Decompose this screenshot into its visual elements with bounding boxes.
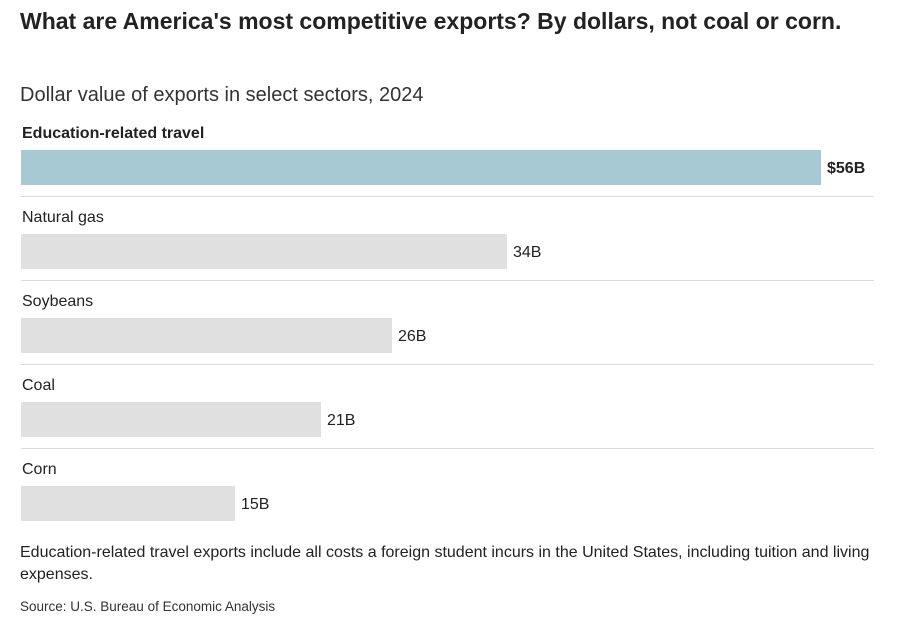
bar-row-corn: Corn 15B xyxy=(20,454,875,538)
bar-row-soybeans: Soybeans 26B xyxy=(20,286,875,370)
bar-row-coal: Coal 21B xyxy=(20,370,875,454)
row-divider xyxy=(21,364,874,365)
value-label: 34B xyxy=(513,244,542,261)
bar-row-natural-gas: Natural gas 34B xyxy=(20,202,875,286)
row-divider xyxy=(21,448,874,449)
chart-source: Source: U.S. Bureau of Economic Analysis xyxy=(20,599,276,614)
category-label: Coal xyxy=(22,377,55,394)
value-label: 21B xyxy=(327,412,356,429)
bar-natural-gas xyxy=(21,234,507,269)
chart-title: What are America's most competitive expo… xyxy=(20,8,842,34)
bar-coal xyxy=(21,402,321,437)
value-label: $56B xyxy=(827,160,866,177)
category-label: Corn xyxy=(22,461,57,478)
chart-note: Education-related travel exports include… xyxy=(20,544,870,583)
bar-chart: Education-related travel $56B Natural gas 3… xyxy=(20,118,880,538)
row-divider xyxy=(21,280,874,281)
category-label: Soybeans xyxy=(22,293,94,310)
bar-education-related-travel xyxy=(21,150,821,185)
bar-soybeans xyxy=(21,318,392,353)
chart-subtitle: Dollar value of exports in select sector… xyxy=(20,84,424,106)
bar-corn xyxy=(21,486,235,521)
category-label: Education-related travel xyxy=(22,125,205,142)
bar-row-education-related-travel: Education-related travel $56B xyxy=(20,118,875,202)
row-divider xyxy=(21,196,874,197)
category-label: Natural gas xyxy=(22,209,104,226)
value-label: 26B xyxy=(398,328,427,345)
value-label: 15B xyxy=(241,496,270,513)
